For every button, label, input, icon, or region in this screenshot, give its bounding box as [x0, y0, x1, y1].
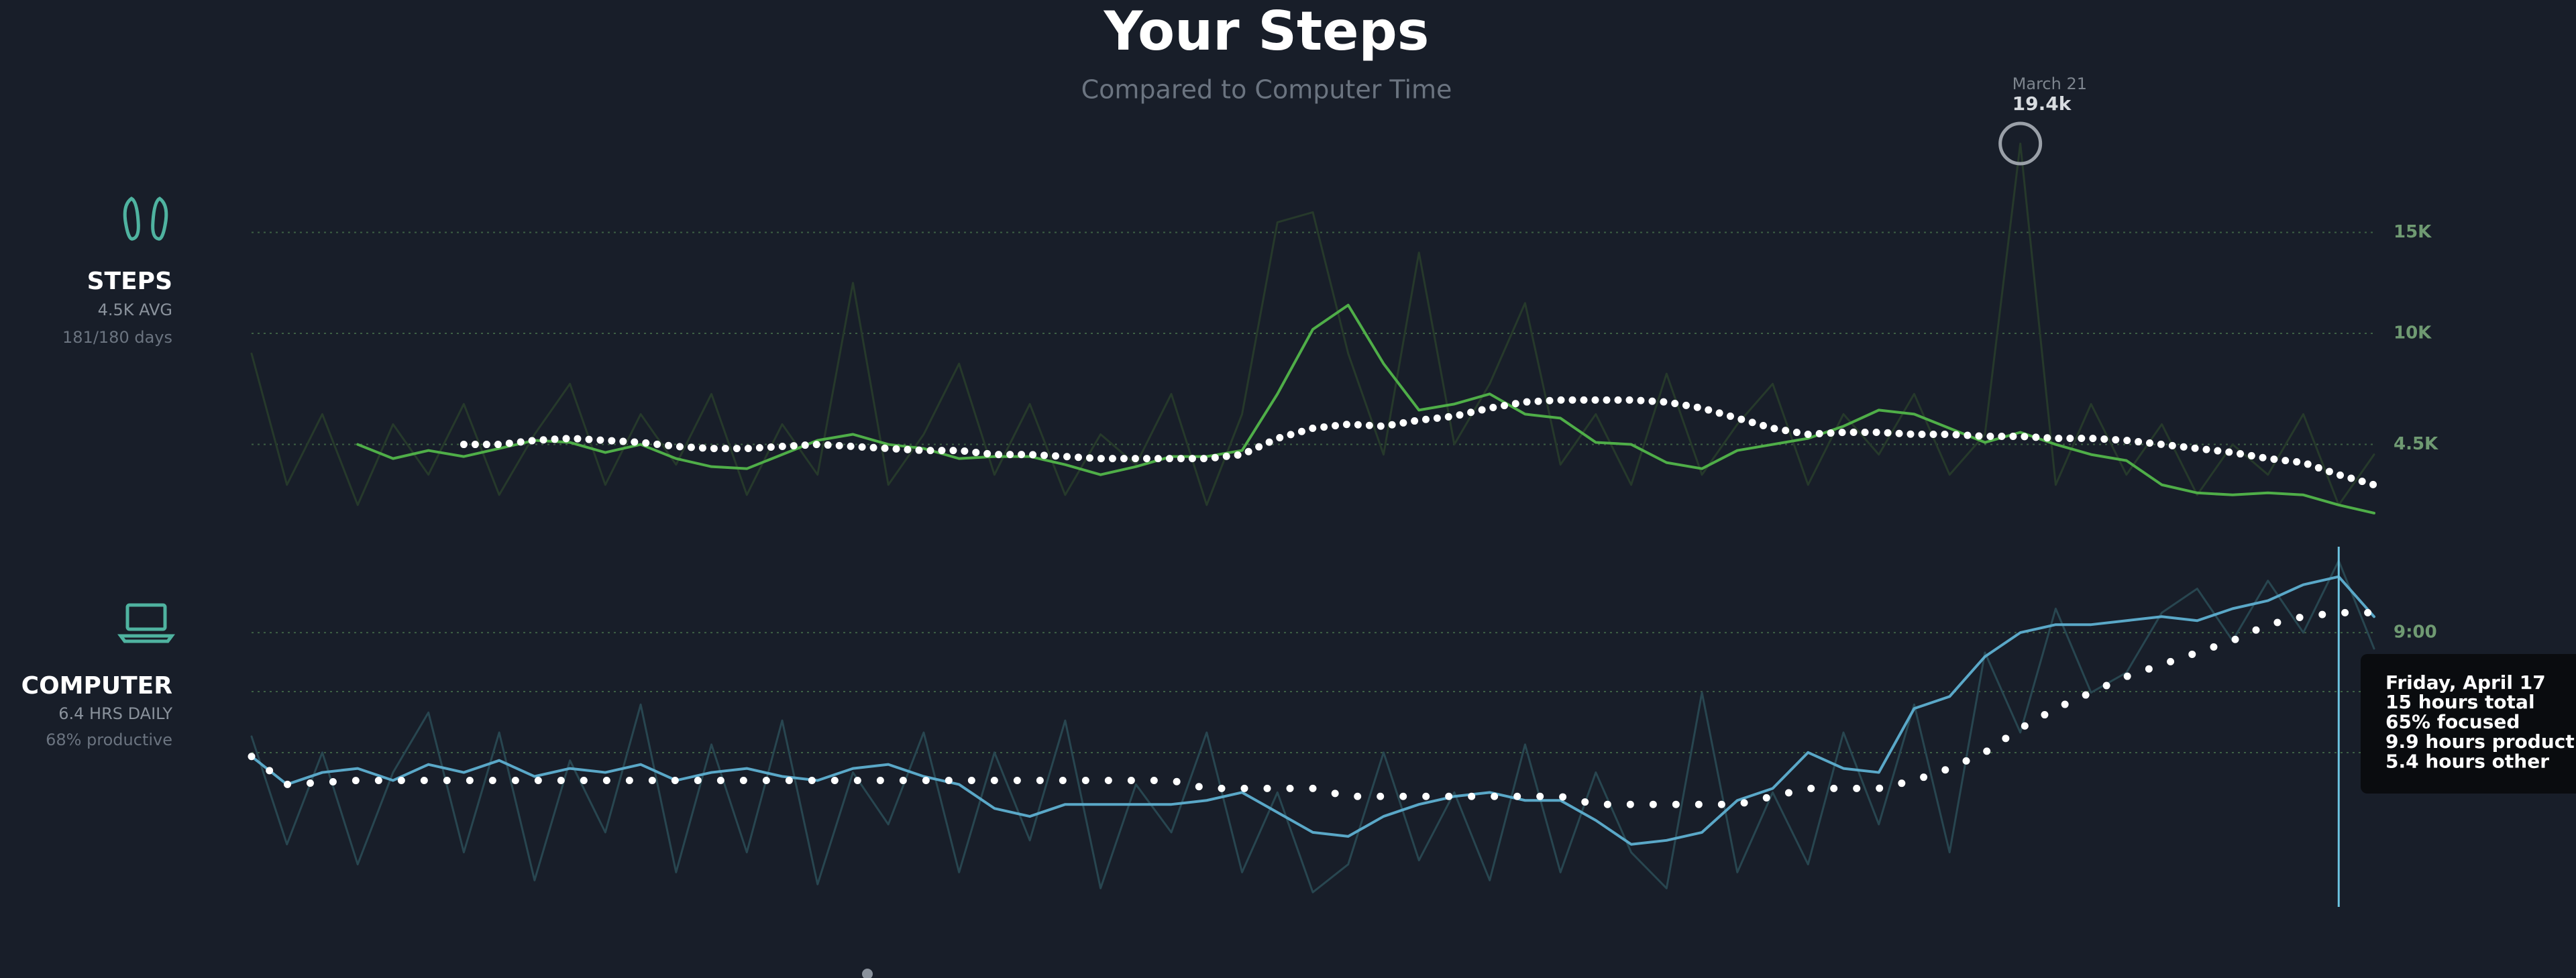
steps-avg: 4.5K AVG	[98, 301, 172, 319]
smooth-line	[356, 303, 2375, 514]
computer-icon	[117, 603, 175, 643]
raw-line	[250, 559, 2375, 893]
footprint	[151, 197, 168, 241]
dotted-line	[460, 396, 2378, 489]
computer-hours: 6.4 HRS DAILY	[58, 704, 172, 723]
tooltip-line: 15 hours total	[2385, 691, 2535, 713]
tooltip-date: Friday, April 17	[2385, 671, 2546, 694]
laptop-base	[117, 634, 175, 643]
steps-icon	[123, 197, 168, 241]
steps-days: 181/180 days	[62, 328, 172, 347]
annotation-date: March 21	[2012, 74, 2087, 93]
y-tick-label: 9:00	[2394, 622, 2437, 643]
annotation-marker	[1998, 121, 2043, 166]
dotted-line	[248, 608, 2378, 808]
subtitle: Compared to Computer Time	[1081, 75, 1452, 105]
scroll-indicator	[862, 969, 873, 978]
y-tick-label: 15K	[2394, 222, 2432, 242]
tooltip-line: 65% focused	[2385, 711, 2520, 733]
laptop-screen	[125, 603, 167, 631]
tooltip-box	[2361, 654, 2576, 794]
title: Your Steps	[1104, 0, 1430, 62]
tooltip-line: 9.9 hours productive	[2385, 730, 2576, 753]
y-tick-label: 4.5K	[2394, 434, 2438, 454]
steps-label: STEPS	[87, 268, 172, 295]
y-tick-label: 10K	[2394, 323, 2432, 343]
computer-productive: 68% productive	[46, 730, 172, 749]
footprint	[123, 197, 140, 241]
smooth-line	[250, 575, 2375, 846]
raw-line	[250, 142, 2375, 506]
tooltip-line: 5.4 hours other	[2385, 751, 2549, 773]
annotation-value: 19.4k	[2012, 93, 2072, 115]
computer-label: COMPUTER	[21, 672, 172, 700]
